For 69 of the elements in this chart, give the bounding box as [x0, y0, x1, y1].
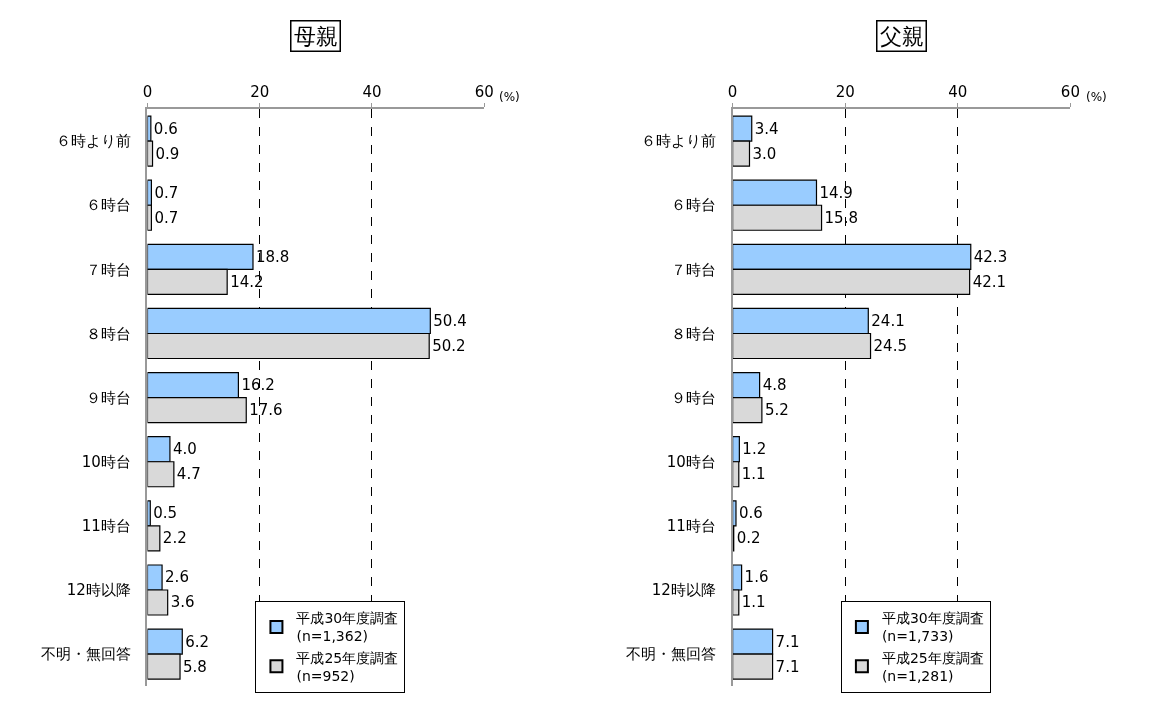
x-axis-title: (%) — [1086, 90, 1107, 104]
x-axis-title: (%) — [499, 90, 520, 104]
x-tick-label: 40 — [362, 83, 382, 102]
data-label: 24.1 — [871, 311, 905, 330]
data-label: 0.6 — [153, 119, 178, 138]
data-label: 1.1 — [741, 593, 766, 612]
y-tick-label: ７時台 — [85, 260, 131, 279]
data-label: 24.5 — [873, 336, 907, 355]
x-tick-label: 0 — [142, 83, 153, 102]
y-tick-label: 11時台 — [666, 517, 716, 536]
data-label: 0.9 — [155, 144, 180, 163]
data-label: 3.0 — [752, 144, 777, 163]
data-label: 0.6 — [738, 504, 763, 523]
x-tick-label: 40 — [948, 83, 968, 102]
data-label: 15.8 — [824, 208, 858, 227]
data-label: 1.2 — [742, 440, 767, 459]
legend-label: 平成25年度調査 (n=952) — [296, 649, 399, 684]
x-tick-label: 20 — [250, 83, 270, 102]
data-label: 17.6 — [249, 401, 283, 420]
data-label: 7.1 — [775, 632, 800, 651]
legend-label: 平成30年度調査 (n=1,362) — [296, 610, 399, 645]
data-label: 2.2 — [162, 529, 187, 548]
data-label: 0.2 — [736, 529, 761, 548]
data-label: 4.0 — [172, 440, 197, 459]
data-label: 42.1 — [972, 272, 1007, 291]
data-label: 5.2 — [764, 401, 789, 420]
y-tick-label: 12時以降 — [66, 581, 131, 600]
data-label: 16.2 — [241, 376, 275, 395]
data-label: 1.6 — [744, 568, 769, 587]
data-label: 50.4 — [433, 311, 467, 330]
y-tick-label: ９時台 — [85, 388, 131, 407]
x-tick-label: 60 — [474, 83, 494, 102]
y-tick-label: ６時より前 — [640, 132, 716, 151]
data-label: 4.7 — [176, 465, 201, 484]
y-tick-label: ６時台 — [670, 196, 716, 215]
y-tick-label: ８時台 — [670, 324, 716, 343]
chart-title: 母親 — [293, 23, 338, 49]
legend-label: 平成30年度調査 (n=1,733) — [881, 610, 984, 645]
data-label: 5.8 — [183, 657, 207, 676]
data-label: 42.3 — [973, 247, 1008, 266]
y-tick-label: ９時台 — [670, 388, 716, 407]
y-tick-label: 11時台 — [81, 517, 131, 536]
y-tick-label: 不明・無回答 — [40, 645, 131, 664]
y-tick-label: ８時台 — [85, 324, 131, 343]
y-tick-label: 10時台 — [666, 452, 716, 471]
data-label: 0.7 — [154, 208, 179, 227]
x-tick-label: 0 — [727, 83, 738, 102]
data-label: 14.9 — [819, 183, 853, 202]
data-label: 7.1 — [775, 657, 800, 676]
y-tick-label: ６時より前 — [55, 132, 131, 151]
x-tick-label: 20 — [835, 83, 855, 102]
data-label: 2.6 — [165, 568, 189, 587]
data-label: 0.5 — [153, 504, 178, 523]
chart-title: 父親 — [879, 23, 924, 49]
y-tick-label: ７時台 — [670, 260, 716, 279]
data-label: 0.7 — [154, 183, 179, 202]
data-label: 3.4 — [754, 119, 779, 138]
data-label: 3.6 — [170, 593, 195, 612]
data-label: 6.2 — [185, 632, 210, 651]
y-tick-label: 12時以降 — [651, 581, 716, 600]
data-label: 4.8 — [762, 376, 787, 395]
y-tick-label: ６時台 — [85, 196, 131, 215]
legend-label: 平成25年度調査 (n=1,281) — [881, 649, 984, 684]
y-tick-label: 10時台 — [81, 452, 131, 471]
data-label: 50.2 — [432, 336, 466, 355]
data-label: 1.1 — [741, 465, 766, 484]
x-tick-label: 60 — [1060, 83, 1080, 102]
y-tick-label: 不明・無回答 — [625, 645, 716, 664]
data-label: 14.2 — [230, 272, 264, 291]
